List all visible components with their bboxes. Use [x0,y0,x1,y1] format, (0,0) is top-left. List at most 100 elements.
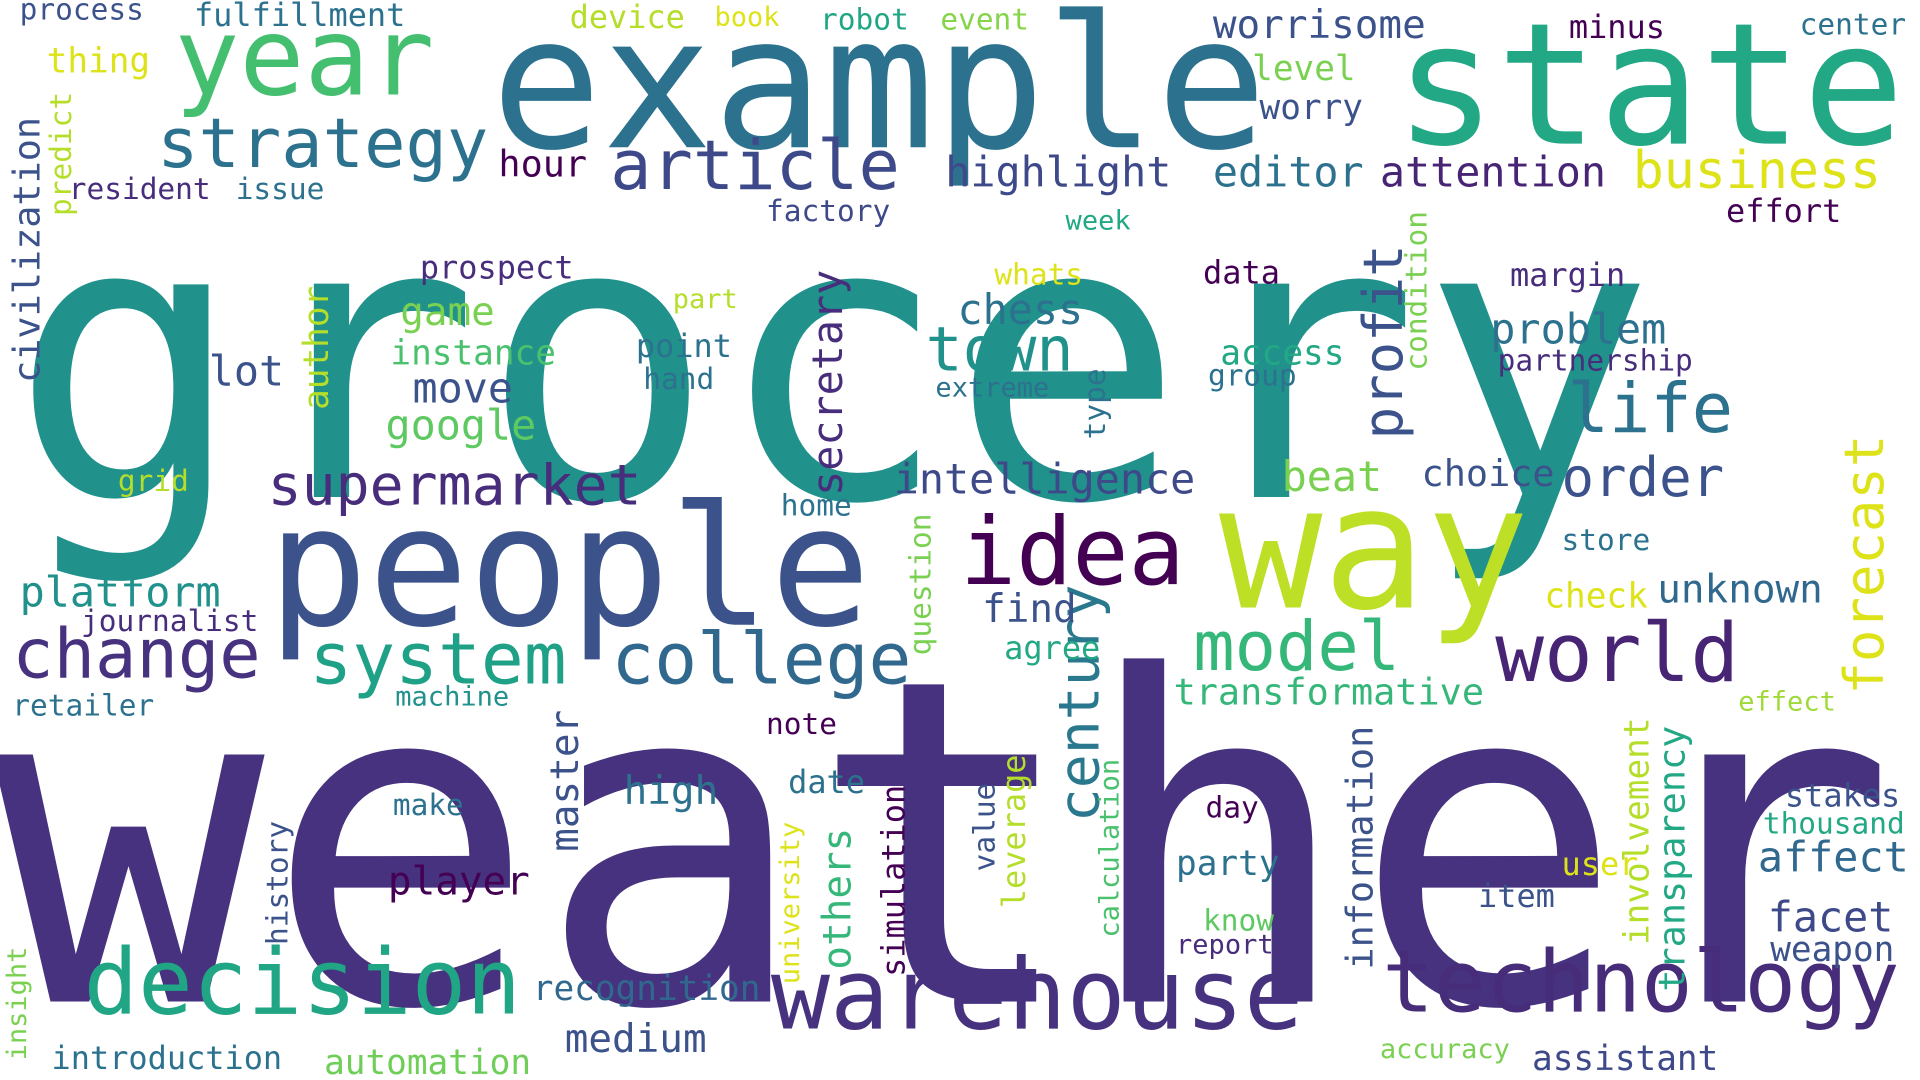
word-point: point [635,328,732,366]
word-note: note [766,706,837,742]
word-world: world [1495,606,1740,701]
word-effect: effect [1738,687,1836,718]
word-google: google [385,401,537,451]
word-system: system [309,617,567,701]
word-involvement: involvement [1616,717,1658,946]
word-chess: chess [957,285,1084,336]
word-recognition: recognition [532,968,761,1009]
word-change: change [12,614,261,695]
word-forecast: forecast [1834,434,1897,695]
word-supermarket: supermarket [267,451,642,518]
word-problem: problem [1490,305,1667,355]
word-find: find [982,585,1077,633]
word-decision: decision [83,930,522,1036]
word-check: check [1544,575,1648,617]
word-home: home [780,488,852,523]
word-beat: beat [1281,452,1383,502]
word-transformative: transformative [1173,671,1485,715]
word-data: data [1203,255,1280,293]
word-introduction: introduction [51,1040,283,1078]
word-predict: predict [44,91,79,217]
word-medium: medium [564,1014,707,1062]
word-strategy: strategy [157,104,489,185]
word-grocery: grocery [9,135,1656,590]
word-day: day [1205,790,1259,825]
word-store: store [1561,522,1651,558]
word-minus: minus [1568,9,1665,47]
word-effort: effort [1726,193,1842,231]
word-whats: whats [994,257,1084,293]
word-accuracy: accuracy [1379,1034,1510,1066]
word-lot: lot [208,347,285,397]
word-machine: machine [395,682,510,714]
word-margin: margin [1509,257,1626,295]
word-editor: editor [1212,148,1364,198]
word-hand: hand [643,362,715,397]
word-facet: facet [1767,893,1894,943]
word-automation: automation [324,1041,532,1080]
word-unknown: unknown [1657,565,1823,613]
word-resident: resident [68,171,211,207]
word-technology: technology [1382,931,1900,1033]
word-way: way [1219,449,1530,650]
word-grid: grid [117,463,189,499]
word-prospect: prospect [419,250,574,288]
word-retailer: retailer [12,688,155,723]
word-town: town [925,314,1074,386]
word-item: item [1478,878,1555,916]
word-know: know [1203,903,1274,938]
word-order: order [1561,446,1725,510]
word-thousand: thousand [1762,806,1905,841]
word-access: access [1220,332,1345,374]
word-master: master [541,709,589,852]
word-example: example [491,0,1268,192]
word-simulation: simulation [876,784,914,977]
word-center: center [1799,7,1907,42]
word-civilization: civilization [6,116,50,383]
word-condition: condition [1399,211,1434,371]
word-model: model [1193,607,1401,688]
word-issue: issue [235,171,325,207]
word-hour: hour [498,143,588,187]
word-type: type [1077,368,1113,440]
word-weather: weather [0,581,1897,1080]
word-business: business [1632,139,1882,201]
word-part: part [672,284,738,316]
word-attention: attention [1379,148,1606,198]
word-idea: idea [959,497,1185,607]
word-author: author [295,285,337,410]
word-life: life [1567,369,1734,450]
word-fulfillment: fulfillment [193,0,406,35]
word-worrisome: worrisome [1212,1,1426,48]
word-robot: robot [820,2,909,37]
word-agree: agree [1004,630,1101,668]
word-weapon: weapon [1770,929,1895,970]
word-secretary: secretary [804,269,854,496]
word-insight: insight [2,946,34,1061]
word-journalist: journalist [81,603,259,639]
word-people: people [267,471,871,666]
word-extreme: extreme [935,373,1050,404]
word-factory: factory [766,193,891,229]
word-process: process [19,0,144,28]
word-value: value [967,782,1002,872]
word-week: week [1065,206,1131,237]
word-game: game [400,288,495,336]
word-move: move [412,364,514,414]
word-group: group [1207,358,1297,393]
word-platform: platform [19,568,221,618]
word-player: player [387,857,530,905]
word-thing: thing [46,40,151,82]
word-high: high [623,767,719,814]
word-user: user [1561,846,1639,884]
word-choice: choice [1421,452,1555,496]
word-year: year [174,0,435,121]
word-device: device [569,0,685,37]
word-report: report [1176,930,1274,961]
word-state: state [1394,0,1905,185]
word-assistant: assistant [1532,1038,1719,1079]
word-article: article [610,126,900,207]
word-worry: worry [1259,87,1364,128]
word-transparency: transparency [1651,725,1695,992]
